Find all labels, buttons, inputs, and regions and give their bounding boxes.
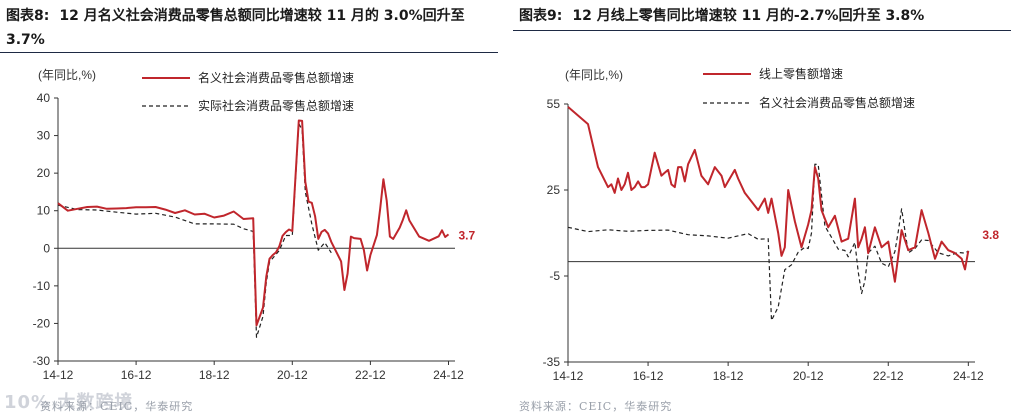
- x-tick-label: 14-12: [43, 368, 74, 382]
- x-tick-label: 20-12: [277, 368, 308, 382]
- x-tick-label: 22-12: [355, 368, 386, 382]
- series-line-solid: [567, 106, 970, 283]
- x-tick-label: 22-12: [873, 369, 904, 383]
- right-chart-title: 图表9: 12 月线上零售同比增速较 11 月的-2.7%回升至 3.8%: [519, 4, 1009, 28]
- x-tick-label: 16-12: [121, 368, 152, 382]
- left-chart-title: 图表8: 12 月名义社会消费品零售总额同比增速较 11 月的 3.0%回升至 3…: [6, 4, 496, 52]
- y-tick-label: 40: [37, 91, 51, 105]
- series-line-dashed: [57, 122, 332, 338]
- right-chart-panel: 图表9: 12 月线上零售同比增速较 11 月的-2.7%回升至 3.8% (年同…: [513, 0, 1018, 417]
- right-figure-number: 图表9:: [519, 8, 563, 24]
- y-tick-label: 55: [547, 97, 561, 111]
- y-tick-label: 20: [37, 166, 51, 180]
- left-chart-panel: 图表8: 12 月名义社会消费品零售总额同比增速较 11 月的 3.0%回升至 3…: [0, 0, 505, 417]
- y-tick-label: 25: [547, 183, 561, 197]
- x-tick-label: 14-12: [553, 369, 584, 383]
- end-value-label: 3.8: [982, 228, 999, 242]
- y-tick-label: -10: [33, 279, 51, 293]
- y-tick-label: -5: [549, 269, 560, 283]
- legend-label: 名义社会消费品零售总额增速: [759, 95, 915, 110]
- right-source-note: 资料来源：CEIC，华泰研究: [519, 400, 673, 413]
- x-tick-label: 20-12: [793, 369, 824, 383]
- y-axis-unit-label: (年同比,%): [38, 68, 96, 82]
- right-title-text: 12 月线上零售同比增速较 11 月的-2.7%回升至 3.8%: [572, 8, 925, 24]
- y-tick-label: -30: [33, 354, 51, 368]
- legend-label: 线上零售额增速: [759, 66, 843, 81]
- x-tick-label: 18-12: [199, 368, 230, 382]
- x-tick-label: 18-12: [713, 369, 744, 383]
- end-value-label: 3.7: [458, 228, 475, 242]
- watermark-logo: 10% 大数跨境: [4, 392, 134, 413]
- legend-label: 名义社会消费品零售总额增速: [198, 70, 354, 85]
- x-tick-label: 24-12: [433, 368, 464, 382]
- left-figure-number: 图表8:: [6, 8, 50, 24]
- series-line-solid: [57, 119, 450, 327]
- y-tick-label: 30: [37, 129, 51, 143]
- y-tick-label: -20: [33, 316, 51, 330]
- y-tick-label: 10: [37, 204, 51, 218]
- x-tick-label: 16-12: [633, 369, 664, 383]
- legend-label: 实际社会消费品零售总额增速: [198, 98, 354, 113]
- left-source-note: 资料来源：CEIC，华泰研究: [40, 400, 194, 413]
- x-tick-label: 24-12: [953, 369, 984, 383]
- left-title-divider: [0, 52, 498, 53]
- y-axis-unit-label: (年同比,%): [565, 68, 623, 82]
- left-title-text: 12 月名义社会消费品零售总额同比增速较 11 月的 3.0%回升至 3.7%: [6, 8, 465, 48]
- y-tick-label: 0: [43, 241, 50, 255]
- series-line-dashed: [567, 163, 969, 321]
- y-tick-label: -35: [543, 355, 561, 369]
- right-title-divider: [513, 30, 1011, 31]
